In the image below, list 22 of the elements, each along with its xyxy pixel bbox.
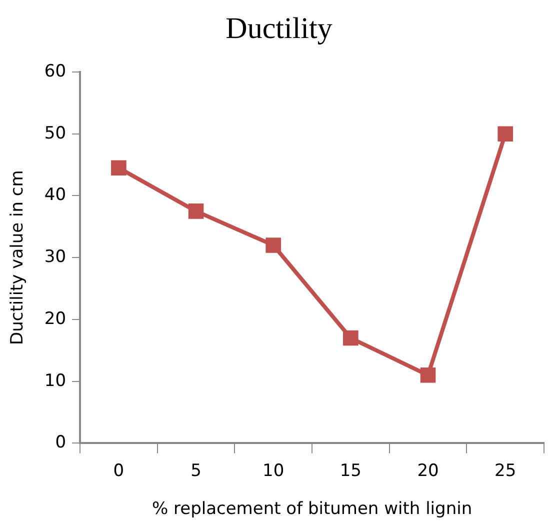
x-tick-label: 15	[340, 460, 362, 481]
x-tick-label: 0	[113, 460, 124, 481]
y-tick-label: 60	[44, 61, 66, 82]
point	[420, 367, 436, 383]
point	[498, 126, 513, 142]
point	[188, 204, 204, 219]
y-tick-label: 50	[44, 123, 66, 144]
point	[111, 160, 126, 176]
point	[266, 238, 282, 253]
x-tick-label: 10	[262, 460, 284, 481]
y-tick-label: 0	[55, 432, 66, 453]
chart-title: Ductility	[226, 12, 332, 45]
x-axis-title: % replacement of bitumen with lignin	[152, 499, 472, 520]
y-tick-label: 40	[44, 185, 66, 206]
x-tick-label: 20	[417, 460, 439, 481]
x-tick-label: 25	[494, 460, 516, 481]
x-tick-label: 5	[190, 460, 202, 481]
y-tick-label: 20	[44, 308, 66, 329]
y-axis-title: Ductility value in cm	[8, 170, 28, 346]
point	[343, 330, 358, 346]
y-tick-label: 10	[44, 370, 66, 391]
y-tick-label: 30	[44, 247, 66, 268]
